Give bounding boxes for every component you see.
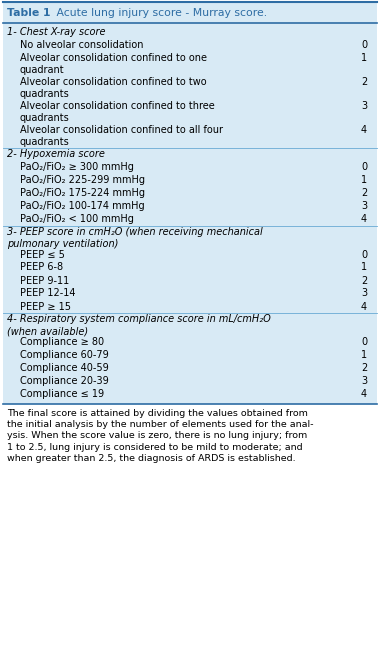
Text: 4- Respiratory system compliance score in mL/cmH₂O: 4- Respiratory system compliance score i… [7, 314, 271, 324]
Text: 2: 2 [361, 77, 367, 87]
Text: 0: 0 [361, 40, 367, 50]
Text: Acute lung injury score - Murray score.: Acute lung injury score - Murray score. [46, 8, 267, 18]
Text: PaO₂/FiO₂ < 100 mmHg: PaO₂/FiO₂ < 100 mmHg [20, 214, 134, 224]
Text: quadrants: quadrants [20, 137, 70, 147]
Text: 4: 4 [361, 389, 367, 399]
Text: Table 1: Table 1 [7, 8, 51, 18]
Text: Compliance ≤ 19: Compliance ≤ 19 [20, 389, 104, 399]
Text: 2- Hypoxemia score: 2- Hypoxemia score [7, 149, 105, 159]
Text: 3: 3 [361, 201, 367, 211]
Text: Alveolar consolidation confined to one: Alveolar consolidation confined to one [20, 53, 207, 63]
Text: 4: 4 [361, 214, 367, 224]
Text: 0: 0 [361, 249, 367, 260]
Text: Compliance 20-39: Compliance 20-39 [20, 376, 109, 386]
Text: PaO₂/FiO₂ ≥ 300 mmHg: PaO₂/FiO₂ ≥ 300 mmHg [20, 162, 134, 172]
Text: PEEP ≤ 5: PEEP ≤ 5 [20, 249, 65, 260]
Text: 1: 1 [361, 262, 367, 273]
Text: PEEP 9-11: PEEP 9-11 [20, 275, 69, 286]
Text: PaO₂/FiO₂ 100-174 mmHg: PaO₂/FiO₂ 100-174 mmHg [20, 201, 145, 211]
Text: 0: 0 [361, 337, 367, 347]
Text: the initial analysis by the number of elements used for the anal-: the initial analysis by the number of el… [7, 420, 313, 429]
Text: 3: 3 [361, 288, 367, 299]
Text: No alveolar consolidation: No alveolar consolidation [20, 40, 144, 50]
Text: 4: 4 [361, 125, 367, 135]
Text: Compliance ≥ 80: Compliance ≥ 80 [20, 337, 104, 347]
Text: PEEP ≥ 15: PEEP ≥ 15 [20, 301, 71, 311]
Text: Alveolar consolidation confined to two: Alveolar consolidation confined to two [20, 77, 207, 87]
Text: The final score is attained by dividing the values obtained from: The final score is attained by dividing … [7, 409, 308, 418]
Text: 1: 1 [361, 175, 367, 185]
Text: pulmonary ventilation): pulmonary ventilation) [7, 239, 119, 249]
Text: 0: 0 [361, 162, 367, 172]
Text: (when available): (when available) [7, 326, 88, 337]
Text: 3: 3 [361, 101, 367, 111]
Text: PaO₂/FiO₂ 225-299 mmHg: PaO₂/FiO₂ 225-299 mmHg [20, 175, 145, 185]
Text: 1: 1 [361, 350, 367, 360]
Text: ysis. When the score value is zero, there is no lung injury; from: ysis. When the score value is zero, ther… [7, 432, 307, 440]
Text: Compliance 40-59: Compliance 40-59 [20, 363, 109, 373]
Text: quadrants: quadrants [20, 113, 70, 123]
Text: PaO₂/FiO₂ 175-224 mmHg: PaO₂/FiO₂ 175-224 mmHg [20, 188, 145, 198]
Text: 2: 2 [361, 363, 367, 373]
Text: Alveolar consolidation confined to all four: Alveolar consolidation confined to all f… [20, 125, 223, 135]
Text: Alveolar consolidation confined to three: Alveolar consolidation confined to three [20, 101, 215, 111]
Text: PEEP 6-8: PEEP 6-8 [20, 262, 63, 273]
Text: 2: 2 [361, 188, 367, 198]
Text: quadrant: quadrant [20, 65, 65, 75]
Text: Compliance 60-79: Compliance 60-79 [20, 350, 109, 360]
Text: when greater than 2.5, the diagnosis of ARDS is established.: when greater than 2.5, the diagnosis of … [7, 454, 296, 463]
Bar [3, 23, 377, 404]
Text: quadrants: quadrants [20, 89, 70, 99]
Text: 2: 2 [361, 275, 367, 286]
Bar [3, 2, 377, 23]
Text: 1 to 2.5, lung injury is considered to be mild to moderate; and: 1 to 2.5, lung injury is considered to b… [7, 443, 302, 452]
Text: 1: 1 [361, 53, 367, 63]
Text: 3: 3 [361, 376, 367, 386]
Text: 1- Chest X-ray score: 1- Chest X-ray score [7, 27, 106, 37]
Text: 4: 4 [361, 301, 367, 311]
Text: 3- PEEP score in cmH₂O (when receiving mechanical: 3- PEEP score in cmH₂O (when receiving m… [7, 227, 263, 237]
Text: PEEP 12-14: PEEP 12-14 [20, 288, 76, 299]
